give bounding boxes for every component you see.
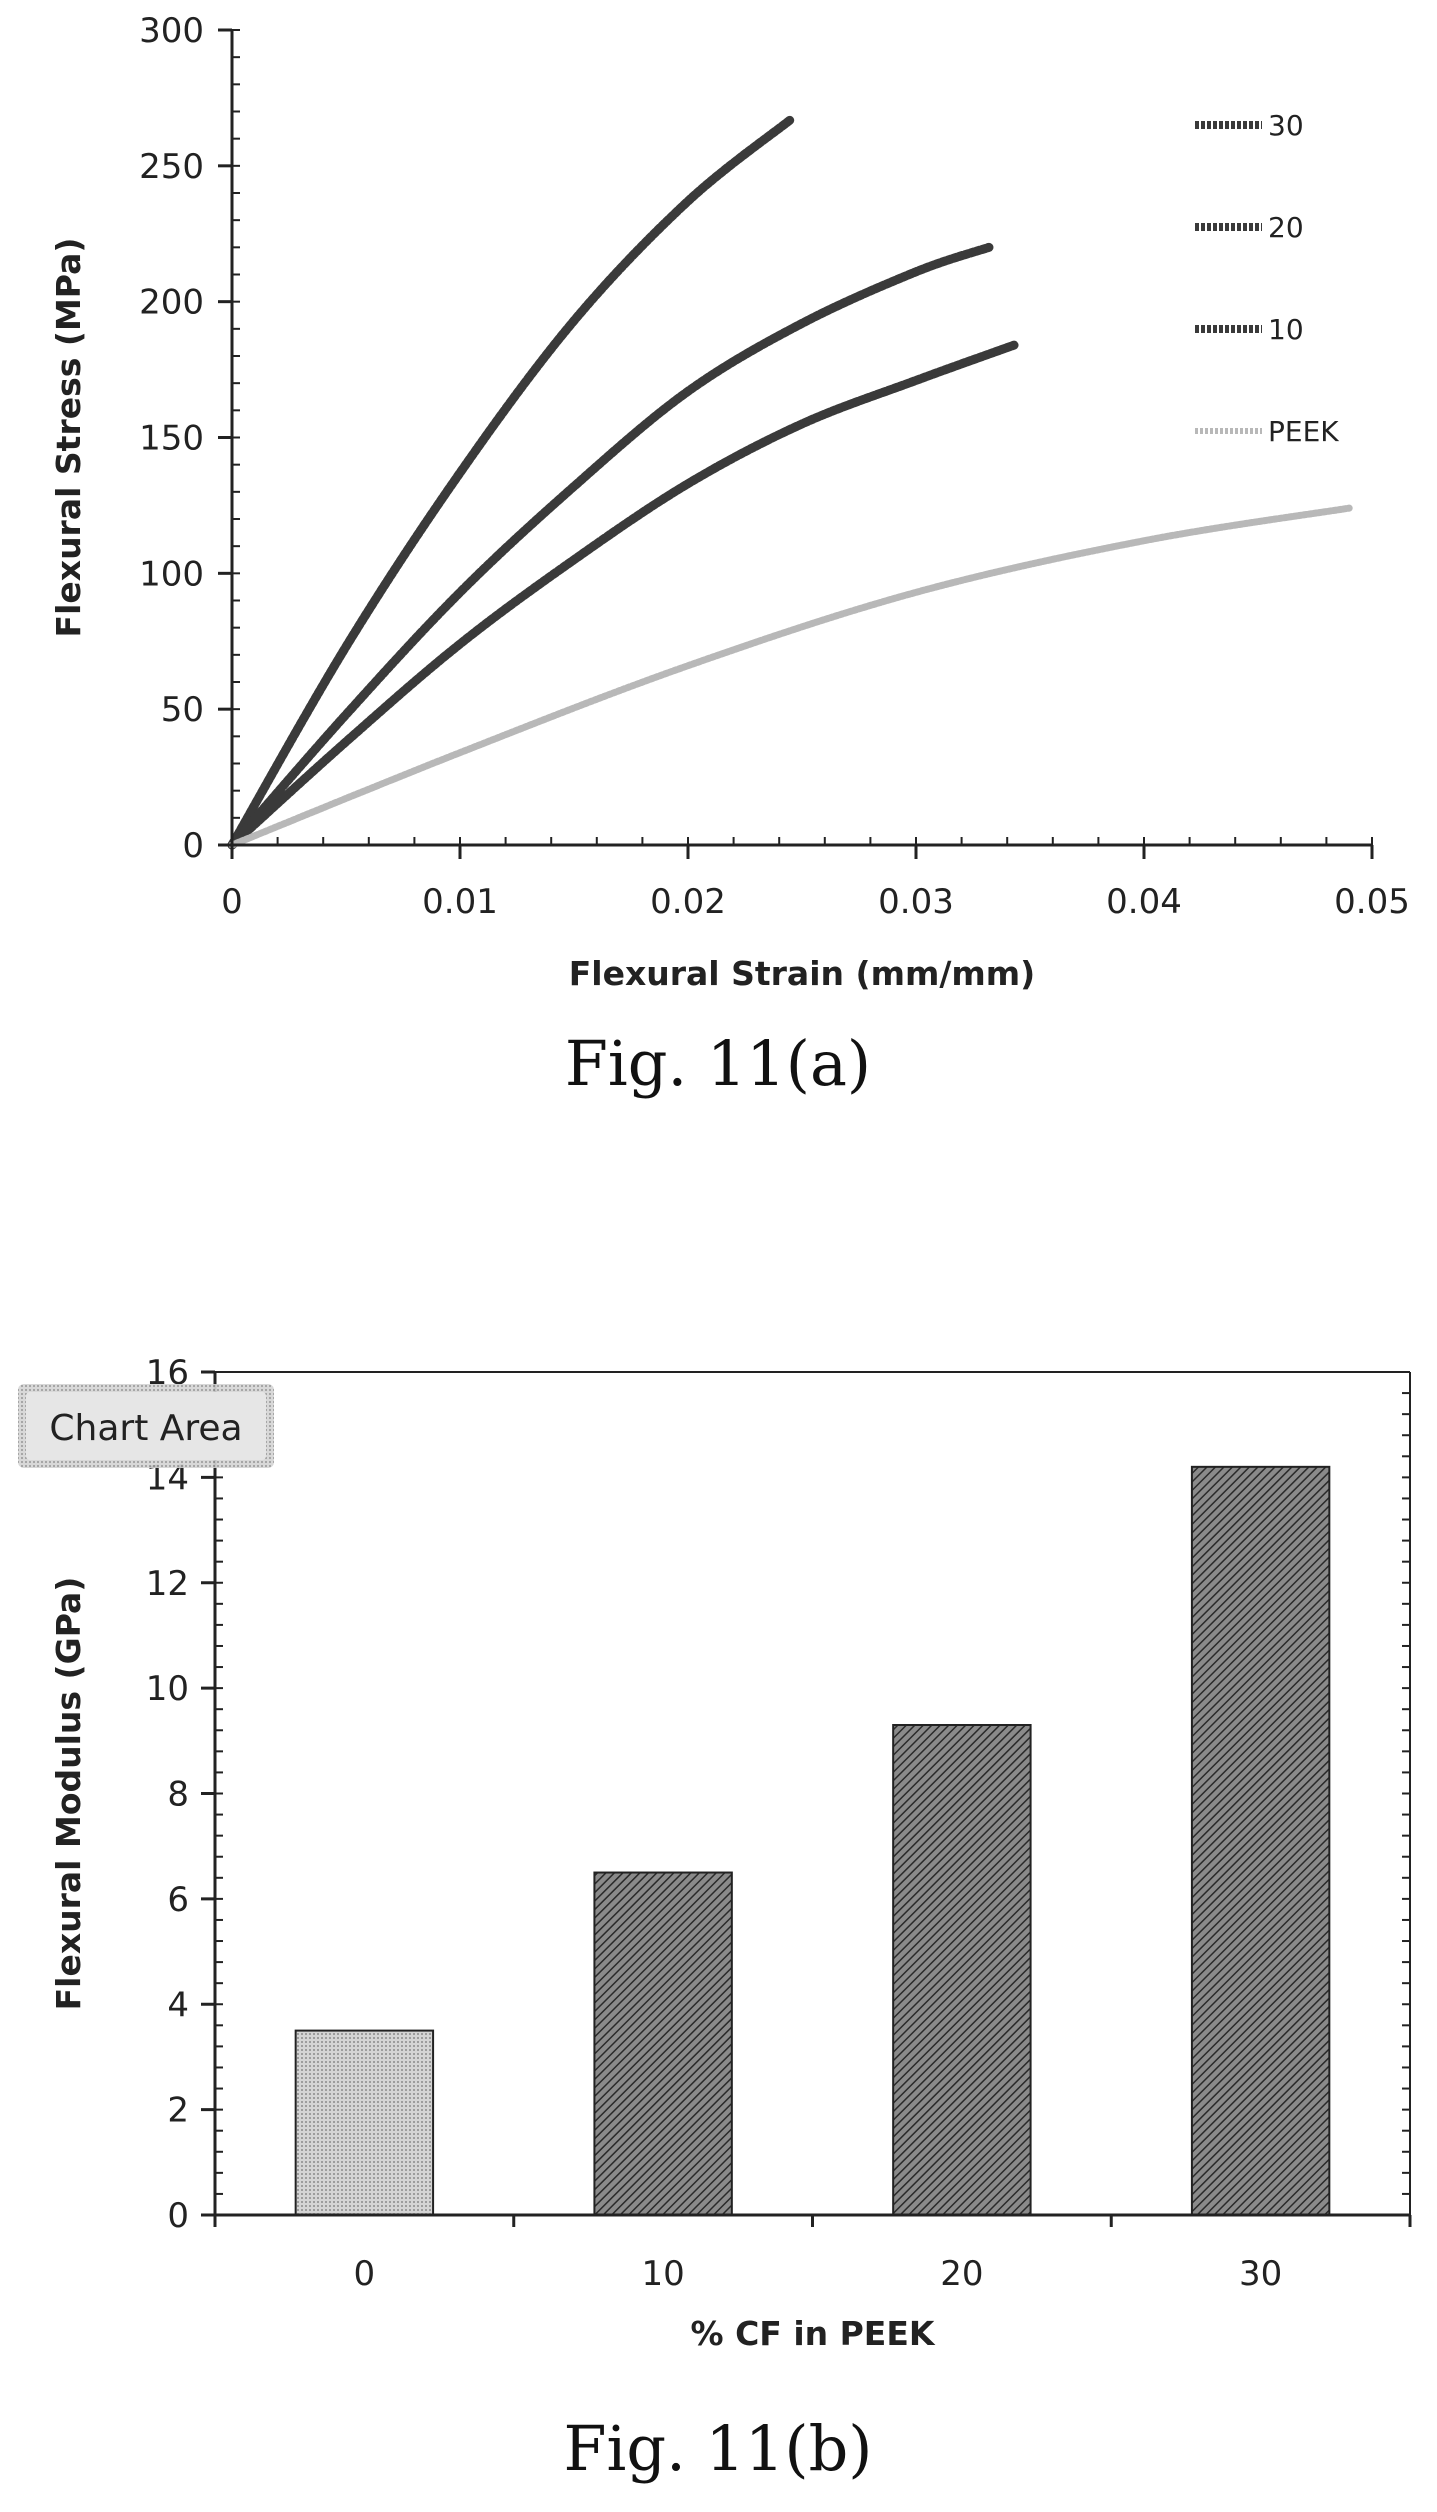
series-line-30 bbox=[227, 115, 796, 850]
series-line-10 bbox=[227, 340, 1019, 850]
legend-label-20: 20 bbox=[1268, 211, 1304, 244]
x-axis-title: Flexural Strain (mm/mm) bbox=[569, 954, 1036, 993]
x-tick-label: 0.05 bbox=[1334, 882, 1410, 922]
bar-20 bbox=[892, 1724, 1032, 2216]
tick-labels: 0 0.01 0.02 0.03 0.04 0.05 0 50 100 150 200 250 300 bbox=[139, 11, 1410, 922]
legend-label-30: 30 bbox=[1268, 109, 1304, 142]
y-tick-label: 2 bbox=[167, 2091, 189, 2131]
x-tick-label: 0.01 bbox=[422, 882, 498, 922]
x-tick-label: 30 bbox=[1239, 2254, 1282, 2294]
y-tick-label: 300 bbox=[139, 11, 204, 51]
y-tick-label: 6 bbox=[167, 1880, 189, 1920]
y-tick-label: 0 bbox=[182, 826, 204, 866]
y-tick-label: 10 bbox=[146, 1669, 189, 1709]
chart-area-label: Chart Area bbox=[49, 1408, 242, 1449]
legend-label-10: 10 bbox=[1268, 313, 1304, 346]
bars-group bbox=[294, 1465, 1331, 2216]
figure-caption-b: Fig. 11(b) bbox=[564, 2412, 873, 2485]
stress-strain-chart: 0 0.01 0.02 0.03 0.04 0.05 0 50 100 150 200 250 300 … bbox=[49, 11, 1410, 993]
chart-area-badge: Chart Area bbox=[18, 1384, 274, 1468]
x-tick-label: 0.02 bbox=[650, 882, 726, 922]
y-tick-label: 150 bbox=[139, 419, 204, 459]
series-line-PEEK bbox=[228, 504, 1353, 849]
legend: 30 20 10 PEEK bbox=[1195, 109, 1339, 448]
x-tick-label: 0 bbox=[221, 882, 243, 922]
y-tick-label: 4 bbox=[167, 1985, 189, 2025]
x-tick-label: 0 bbox=[354, 2254, 376, 2294]
axes bbox=[201, 1370, 1412, 2227]
x-tick-label: 10 bbox=[641, 2254, 684, 2294]
figure-caption-a: Fig. 11(a) bbox=[565, 1027, 871, 1100]
y-tick-label: 50 bbox=[161, 690, 204, 730]
y-axis-title: Flexural Modulus (GPa) bbox=[49, 1577, 88, 2011]
x-tick-label: 0.04 bbox=[1106, 882, 1182, 922]
y-axis-title: Flexural Stress (MPa) bbox=[49, 238, 88, 638]
y-tick-label: 100 bbox=[139, 554, 204, 594]
bar-30 bbox=[1190, 1465, 1331, 2216]
axes bbox=[218, 28, 1374, 859]
legend-label-PEEK: PEEK bbox=[1268, 415, 1339, 448]
y-tick-label: 12 bbox=[146, 1564, 189, 1604]
bar-0 bbox=[294, 2029, 435, 2216]
y-tick-label: 0 bbox=[167, 2196, 189, 2236]
x-axis-title: % CF in PEEK bbox=[691, 2314, 936, 2353]
x-tick-label: 0.03 bbox=[878, 882, 954, 922]
y-tick-label: 250 bbox=[139, 147, 204, 187]
x-tick-label: 20 bbox=[940, 2254, 983, 2294]
series-group bbox=[227, 115, 1353, 850]
y-tick-label: 8 bbox=[167, 1775, 189, 1815]
y-tick-label: 200 bbox=[139, 283, 204, 323]
bar-10 bbox=[593, 1871, 733, 2216]
series-line-20 bbox=[227, 242, 994, 850]
